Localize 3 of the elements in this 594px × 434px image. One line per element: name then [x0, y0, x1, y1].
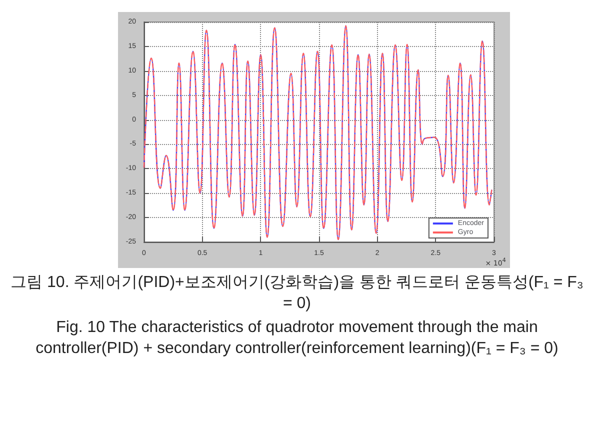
line-series: [143, 25, 492, 240]
caption: 그림 10. 주제어기(PID)+보조제어기(강화학습)을 통한 쿼드로터 운동특성(F₁ = F₃ = 0): [10, 273, 584, 314]
caption: Fig. 10 The characteristics of quadrotor movement through the main controller(PID) + secondary controller(reinforcement learning)(F₁ = F₃ = 0): [34, 318, 560, 359]
